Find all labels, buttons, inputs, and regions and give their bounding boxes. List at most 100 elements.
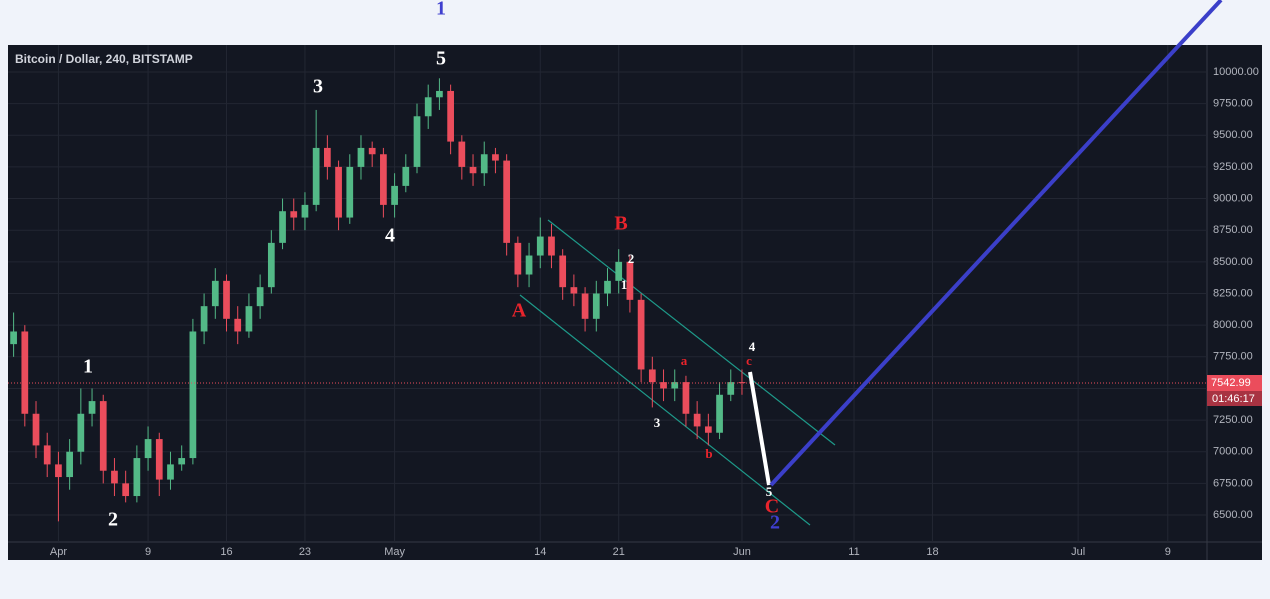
candle-body [189,331,197,459]
wave-label: 1 [436,0,446,20]
wave-label: C [765,496,779,518]
x-tick-label: 21 [613,546,625,558]
countdown-box [1207,391,1262,407]
candle-body [234,318,242,332]
candle-body [402,166,410,186]
chart-title: Bitcoin / Dollar, 240, BITSTAMP [15,52,193,66]
candle-body [615,261,623,281]
candle-body [570,287,578,294]
candle-body [637,299,645,370]
candle-body [267,242,275,288]
candle-body [648,369,656,383]
channel-upper [547,219,836,446]
last-price-label: 7542.99 [1211,377,1251,389]
overlay [748,0,1223,487]
wave-label: 4 [385,225,395,247]
candle-body [32,413,40,446]
candle-body [178,458,186,465]
candle-body [604,280,611,294]
candle-body [312,147,320,205]
wave-label: 5 [766,484,773,499]
x-tick-label: Apr [50,546,67,558]
candle-body [626,261,634,300]
candle-body [279,211,286,243]
wave-label: 1 [621,277,628,292]
wave-label: 3 [654,415,661,430]
candle-body [514,242,522,275]
candle-body [357,147,365,167]
wave-label: 5 [436,48,446,70]
x-tick-label: 9 [145,546,151,558]
candle-body [581,293,589,319]
x-tick-label: Jun [733,546,751,558]
wave-label: A [512,300,527,322]
x-tick-label: 9 [1165,546,1171,558]
candle-body [391,185,398,205]
y-tick-label: 9250.00 [1213,161,1253,173]
projection-up [769,0,1223,487]
x-tick-label: 23 [299,546,311,558]
candle-body [10,331,17,345]
candle-body [200,306,208,332]
candle-body [122,483,130,497]
candle-body [592,293,600,319]
y-tick-label: 7000.00 [1213,446,1253,458]
wave-label: 2 [108,509,118,531]
candle-body [380,154,387,205]
wave-label: 2 [628,251,635,266]
candle-body [480,154,488,174]
candle-body [346,166,354,218]
candle-body [458,141,466,167]
candle-body [155,439,163,480]
x-tick-label: 16 [220,546,232,558]
candle-body [413,116,421,167]
y-tick-label: 8750.00 [1213,224,1253,236]
wave-label: B [614,213,627,235]
y-tick-label: 10000.00 [1213,66,1259,78]
x-tick-label: 18 [926,546,938,558]
candle-body [738,382,746,384]
candle-body [525,255,533,275]
candle-body [144,439,152,459]
y-tick-label: 8500.00 [1213,256,1253,268]
candle-body [43,445,51,465]
candle-body [111,470,118,484]
candles [8,78,1207,522]
candle-body [436,90,443,98]
candle-body [77,413,85,452]
candle-body [704,426,712,433]
countdown-label: 01:46:17 [1212,393,1255,405]
candle-body [133,458,141,497]
candle-body [536,236,544,256]
wave-label: c [746,353,752,368]
candle-body [469,166,477,174]
candle-body [167,464,174,480]
wave-label: b [705,446,712,461]
candle-body [223,280,230,319]
y-tick-label: 7750.00 [1213,351,1253,363]
y-tick-label: 7250.00 [1213,414,1253,426]
candle-body [447,90,454,142]
candle-body [335,166,342,218]
chart-panel [8,45,1262,560]
candle-body [693,413,701,427]
y-tick-label: 8000.00 [1213,319,1253,331]
candle-body [368,147,376,155]
wave-label: a [681,353,688,368]
candle-body [66,451,73,478]
y-tick-label: 6750.00 [1213,477,1253,489]
wave-label: 2 [770,512,780,534]
wave-label: 1 [83,356,93,378]
y-tick-label: 6500.00 [1213,509,1253,521]
candle-body [559,255,567,288]
x-tick-label: 14 [534,546,546,558]
candle-body [55,464,62,478]
candle-body [245,306,253,332]
candle-body [88,401,96,414]
grid [8,45,1207,542]
candle-body [256,287,264,307]
candle-body [727,382,735,395]
candle-body [548,236,555,256]
candle-body [290,211,298,218]
candle-body [301,204,309,218]
